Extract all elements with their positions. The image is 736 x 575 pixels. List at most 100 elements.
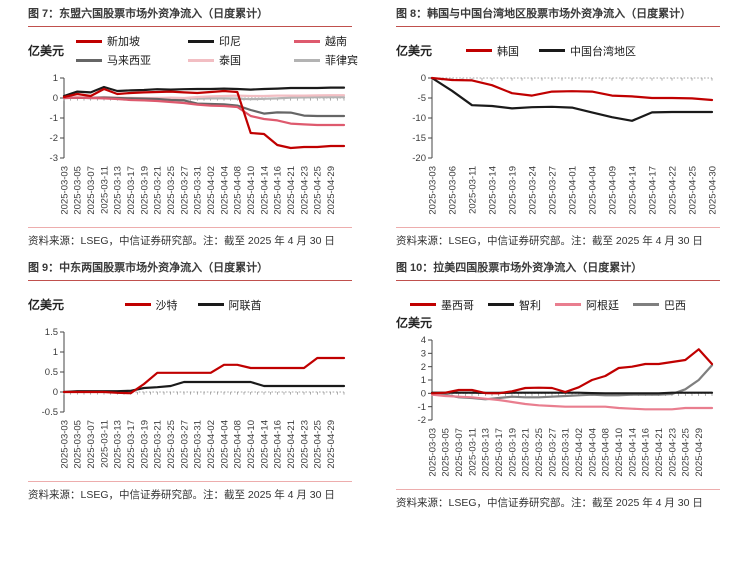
svg-text:2025-04-02: 2025-04-02 — [206, 420, 217, 469]
svg-text:2025-03-11: 2025-03-11 — [467, 428, 478, 476]
legend-label: 马来西亚 — [107, 55, 152, 68]
legend-item: 阿根廷 — [555, 297, 619, 313]
chart-legend: 新加坡 印尼 越南 马来西亚 泰国 菲律宾 — [76, 33, 380, 68]
svg-text:2025-03-19: 2025-03-19 — [507, 166, 518, 215]
svg-text:2025-04-10: 2025-04-10 — [246, 166, 257, 215]
legend-line-swatch — [633, 303, 659, 306]
legend-label: 巴西 — [664, 299, 686, 312]
svg-text:2025-03-31: 2025-03-31 — [193, 166, 204, 215]
svg-text:0: 0 — [421, 388, 426, 399]
figure-8: 图 8：韩国与中国台湾地区股票市场外资净流入（日度累计） 亿美元 韩国 中国台湾地… — [368, 8, 736, 248]
svg-text:2025-04-04: 2025-04-04 — [587, 428, 598, 477]
svg-text:2025-04-08: 2025-04-08 — [601, 428, 612, 477]
svg-text:2025-04-22: 2025-04-22 — [667, 166, 678, 215]
chart-plot-area: 1 0 -1 -2 -3 2025-03-03 2025-03-05 2025-03-07 20… — [28, 71, 352, 225]
svg-text:2025-03-25: 2025-03-25 — [166, 166, 177, 215]
legend-line-swatch — [466, 49, 493, 53]
svg-text:-2: -2 — [50, 133, 58, 144]
svg-text:2025-03-07: 2025-03-07 — [454, 428, 465, 477]
svg-text:2025-03-07: 2025-03-07 — [86, 420, 97, 469]
svg-text:1: 1 — [53, 347, 58, 358]
svg-text:-15: -15 — [412, 133, 426, 144]
figure-8-title: 图 8：韩国与中国台湾地区股票市场外资净流入（日度累计） — [396, 8, 720, 27]
svg-text:1: 1 — [53, 73, 58, 84]
svg-text:2025-04-04: 2025-04-04 — [219, 166, 230, 215]
source-note: 资料来源：LSEG，中信证券研究部。注：截至 2025 年 4 月 30 日 — [28, 226, 352, 248]
figure-9-chart-header: 亿美元 沙特 阿联酋 — [28, 287, 352, 323]
legend-item: 智利 — [488, 297, 541, 313]
svg-text:2025-03-17: 2025-03-17 — [126, 166, 137, 215]
svg-text:2025-04-23: 2025-04-23 — [299, 420, 310, 469]
figure-7: 图 7：东盟六国股票市场外资净流入（日度累计） 亿美元 新加坡 印尼 越南 马来西亚 泰… — [0, 8, 368, 248]
chart-plot-area: 1.5 1 0.5 0 -0.5 2025-03-03 2025-03-05 2025-03-… — [28, 325, 352, 479]
legend-line-swatch — [555, 303, 581, 306]
source-note: 资料来源：LSEG，中信证券研究部。注：截至 2025 年 4 月 30 日 — [396, 488, 720, 510]
legend-label: 新加坡 — [107, 36, 141, 49]
svg-text:2025-03-27: 2025-03-27 — [179, 166, 190, 215]
svg-text:2025-04-14: 2025-04-14 — [259, 420, 270, 469]
legend-item: 韩国 — [466, 43, 519, 59]
svg-text:2025-03-19: 2025-03-19 — [139, 420, 150, 469]
svg-text:2025-03-21: 2025-03-21 — [521, 428, 532, 477]
legend-label: 越南 — [325, 36, 348, 49]
svg-text:-10: -10 — [412, 113, 426, 124]
svg-text:2025-03-03: 2025-03-03 — [59, 166, 70, 215]
legend-line-swatch — [188, 39, 215, 43]
svg-text:2025-03-03: 2025-03-03 — [427, 166, 438, 215]
y-axis-unit-label: 亿美元 — [28, 44, 65, 59]
figure-10-chart-header: 亿美元 墨西哥 智利 阿根廷 巴西 — [396, 287, 720, 331]
svg-text:2025-03-11: 2025-03-11 — [99, 420, 110, 468]
legend-label: 沙特 — [155, 299, 178, 312]
svg-text:2025-04-14: 2025-04-14 — [259, 166, 270, 215]
legend-line-swatch — [76, 58, 103, 62]
svg-text:2025-04-10: 2025-04-10 — [614, 428, 625, 477]
legend-label: 印尼 — [219, 36, 242, 49]
chart-legend: 墨西哥 智利 阿根廷 巴西 — [410, 297, 686, 313]
source-note: 资料来源：LSEG，中信证券研究部。注：截至 2025 年 4 月 30 日 — [396, 226, 720, 248]
legend-label: 智利 — [519, 299, 541, 312]
svg-text:2025-04-23: 2025-04-23 — [667, 428, 678, 477]
legend-line-swatch — [197, 303, 224, 306]
legend-line-swatch — [188, 58, 215, 62]
legend-label: 墨西哥 — [441, 299, 474, 312]
svg-text:2025-04-17: 2025-04-17 — [647, 166, 658, 215]
legend-line-swatch — [539, 49, 566, 53]
chart-plot-area: 4 3 2 1 0 -1 -2 2025-03-03 2025-03-05 2025-03-07 2… — [396, 333, 720, 487]
svg-text:2025-03-31: 2025-03-31 — [561, 428, 572, 477]
svg-text:2025-04-01: 2025-04-01 — [567, 166, 578, 215]
svg-text:2025-03-05: 2025-03-05 — [441, 428, 452, 477]
svg-text:2025-04-25: 2025-04-25 — [681, 428, 692, 477]
svg-text:2025-03-11: 2025-03-11 — [99, 166, 110, 214]
svg-text:-5: -5 — [418, 93, 426, 104]
legend-item: 泰国 — [188, 52, 274, 68]
svg-text:2025-04-21: 2025-04-21 — [286, 420, 297, 469]
legend-item: 阿联酋 — [197, 297, 262, 313]
svg-text:2025-03-31: 2025-03-31 — [193, 420, 204, 469]
figure-7-chart-header: 亿美元 新加坡 印尼 越南 马来西亚 泰国 菲律宾 — [28, 33, 358, 69]
svg-text:2025-03-11: 2025-03-11 — [467, 166, 478, 214]
svg-text:2025-03-21: 2025-03-21 — [153, 420, 164, 469]
svg-text:2025-03-07: 2025-03-07 — [86, 166, 97, 215]
legend-line-swatch — [294, 58, 321, 62]
figure-9: 图 9：中东两国股票市场外资净流入（日度累计） 亿美元 沙特 阿联酋 1.5 1 0.… — [0, 262, 368, 510]
legend-item: 越南 — [294, 33, 380, 49]
legend-line-swatch — [124, 303, 151, 306]
svg-text:2025-04-14: 2025-04-14 — [627, 166, 638, 215]
svg-text:2025-03-13: 2025-03-13 — [481, 428, 492, 477]
svg-text:2025-03-27: 2025-03-27 — [179, 420, 190, 469]
svg-text:0: 0 — [53, 387, 58, 398]
legend-label: 阿联酋 — [228, 299, 262, 312]
svg-text:1: 1 — [421, 375, 426, 386]
svg-text:2025-03-05: 2025-03-05 — [73, 166, 84, 215]
legend-label: 韩国 — [497, 45, 520, 58]
svg-text:-1: -1 — [50, 113, 58, 124]
svg-text:2025-04-16: 2025-04-16 — [273, 420, 284, 469]
svg-text:2025-03-13: 2025-03-13 — [113, 166, 124, 215]
legend-item: 新加坡 — [76, 33, 168, 49]
svg-text:2025-04-23: 2025-04-23 — [299, 166, 310, 215]
figure-10: 图 10：拉美四国股票市场外资净流入（日度累计） 亿美元 墨西哥 智利 阿根廷 巴西 … — [368, 262, 736, 510]
svg-text:1.5: 1.5 — [45, 327, 58, 338]
svg-text:2025-04-29: 2025-04-29 — [326, 420, 337, 469]
